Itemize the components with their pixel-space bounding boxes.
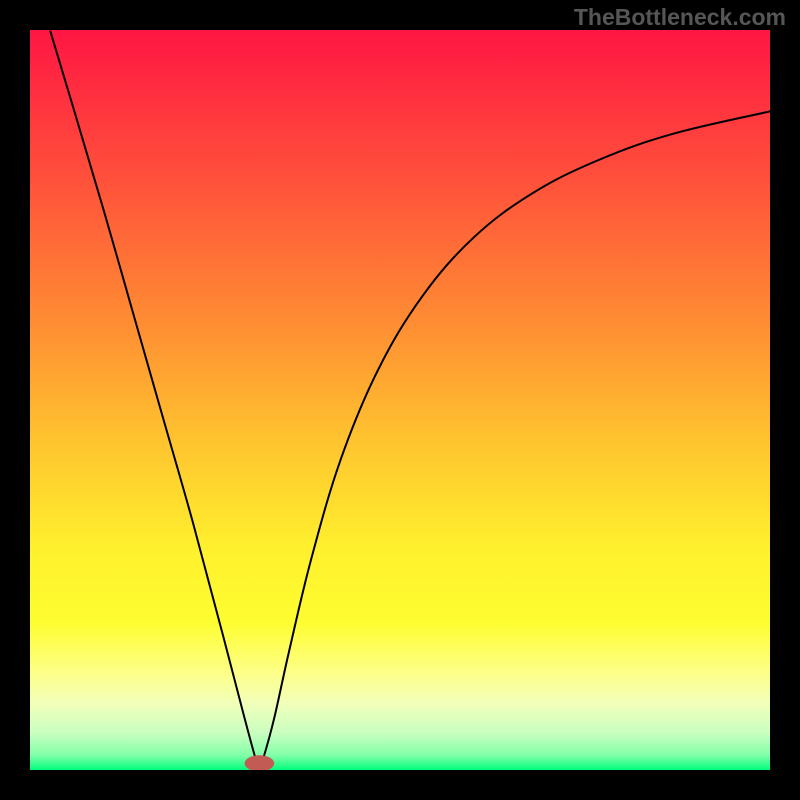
- plot-area: [30, 30, 770, 770]
- gradient-background: [30, 30, 770, 770]
- bottleneck-curve-chart: [30, 30, 770, 770]
- watermark-text: TheBottleneck.com: [574, 4, 786, 31]
- chart-container: TheBottleneck.com: [0, 0, 800, 800]
